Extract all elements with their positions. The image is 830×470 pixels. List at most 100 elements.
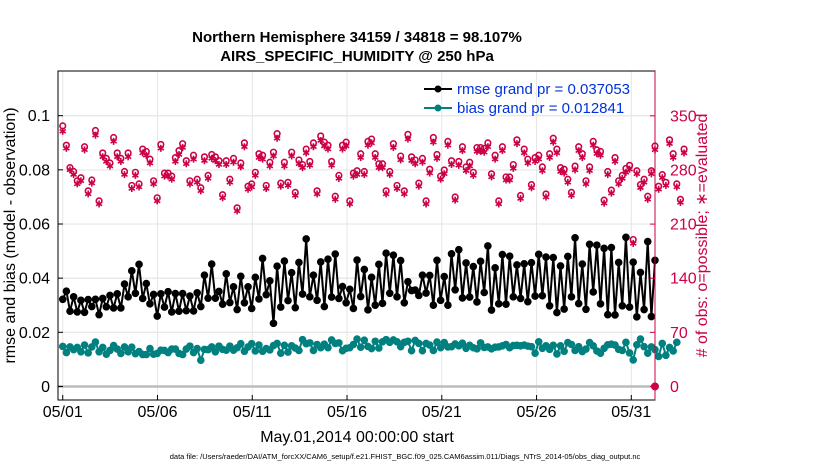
bias-point — [407, 346, 416, 355]
obs-evaluated-marker — [113, 153, 121, 161]
rmse-point — [607, 243, 616, 252]
legend: rmse grand pr = 0.037053 bias grand pr = … — [424, 81, 630, 117]
rmse-point — [527, 258, 536, 267]
rmse-point — [182, 306, 191, 315]
x-tick-label: 05/06 — [137, 404, 177, 421]
rmse-point — [236, 272, 245, 281]
obs-evaluated-marker — [106, 162, 114, 170]
bias-point — [211, 348, 220, 356]
rmse-point — [131, 289, 140, 298]
obs-evaluated-marker — [669, 154, 677, 162]
obs-evaluated-marker — [404, 135, 412, 143]
bias-point — [255, 341, 263, 349]
rmse-point — [415, 291, 423, 300]
rmse-point — [207, 260, 216, 268]
bias-point — [418, 346, 427, 355]
plot-area — [58, 122, 688, 391]
obs-evaluated-marker — [171, 157, 179, 165]
y-left-tick-label: 0.1 — [28, 108, 50, 125]
rmse-point — [618, 301, 627, 310]
obs-evaluated-marker — [62, 144, 70, 152]
obs-evaluated-marker — [666, 140, 673, 148]
obs-evaluated-marker — [66, 166, 74, 174]
rmse-point — [200, 271, 209, 279]
obs-evaluated-marker — [150, 180, 158, 188]
obs-evaluated-marker — [546, 154, 554, 162]
obs-evaluated-marker — [397, 156, 405, 164]
rmse-point — [560, 305, 568, 313]
obs-evaluated-marker — [339, 145, 346, 153]
rmse-point — [247, 304, 256, 313]
obs-evaluated-marker — [633, 170, 641, 178]
obs-evaluated-marker — [600, 199, 608, 207]
obs-evaluated-marker — [520, 149, 528, 157]
bias-point — [673, 338, 681, 347]
obs-evaluated-marker — [571, 166, 579, 174]
rmse-point — [465, 293, 474, 301]
rmse-point — [524, 297, 532, 306]
rmse-point — [462, 259, 470, 267]
obs-evaluated-marker — [564, 178, 572, 186]
y-left-tick-label: 0.08 — [19, 162, 50, 179]
obs-evaluated-marker — [92, 131, 99, 139]
obs-evaluated-marker — [524, 159, 532, 167]
rmse-point — [120, 280, 129, 288]
obs-evaluated-marker — [135, 183, 143, 191]
rmse-point — [189, 307, 198, 315]
bias-point — [429, 346, 438, 355]
rmse-point — [284, 296, 292, 305]
rmse-point — [611, 311, 619, 319]
y-right-tick-label: 210 — [670, 217, 697, 234]
bias-point — [178, 350, 187, 359]
obs-evaluated-marker — [201, 157, 208, 165]
bias-point — [146, 344, 154, 353]
obs-evaluated-marker — [77, 177, 85, 185]
obs-evaluated-marker — [637, 184, 644, 192]
rmse-point — [95, 310, 103, 319]
rmse-point — [164, 287, 172, 296]
obs-evaluated-marker — [142, 151, 150, 159]
rmse-point — [447, 249, 456, 258]
obs-evaluated-marker — [280, 162, 288, 170]
y-right-tick-label: 140 — [670, 271, 697, 288]
bias-point — [553, 350, 561, 358]
rmse-point — [193, 288, 201, 297]
obs-evaluated-marker — [582, 180, 590, 188]
obs-evaluated-marker — [81, 146, 88, 154]
bias-point — [193, 344, 201, 353]
obs-evaluated-marker — [422, 200, 430, 208]
obs-evaluated-marker — [644, 195, 652, 203]
obs-evaluated-marker — [622, 168, 630, 176]
rmse-point — [356, 292, 365, 301]
obs-evaluated-marker — [542, 193, 550, 201]
obs-evaluated-marker — [393, 185, 401, 193]
obs-evaluated-marker — [230, 158, 237, 166]
rmse-point — [276, 303, 285, 311]
rmse-point — [167, 308, 176, 316]
rmse-point — [349, 304, 358, 313]
bias-point — [629, 356, 637, 364]
obs-evaluated-marker — [117, 157, 125, 165]
rmse-point — [273, 262, 281, 271]
obs-evaluated-marker — [164, 172, 172, 180]
obs-evaluated-marker — [488, 173, 495, 181]
obs-evaluated-marker — [197, 187, 205, 195]
rmse-point — [324, 255, 332, 263]
rmse-point — [138, 294, 147, 303]
obs-evaluated-marker — [458, 147, 466, 155]
rmse-point — [582, 305, 590, 314]
obs-evaluated-marker — [444, 141, 452, 149]
rmse-point — [622, 233, 630, 242]
x-axis-label: May.01,2014 00:00:00 start — [260, 429, 454, 446]
obs-evaluated-marker — [611, 157, 619, 165]
obs-evaluated-marker — [658, 174, 666, 182]
obs-evaluated-marker — [437, 175, 445, 183]
rmse-point — [204, 294, 212, 302]
obs-evaluated-marker — [88, 179, 96, 187]
obs-evaluated-marker — [346, 200, 354, 208]
obs-evaluated-marker — [615, 180, 623, 188]
obs-evaluated-marker — [578, 154, 586, 162]
bias-point — [527, 342, 536, 351]
rmse-point — [306, 293, 314, 301]
obs-evaluated-marker — [371, 154, 379, 162]
